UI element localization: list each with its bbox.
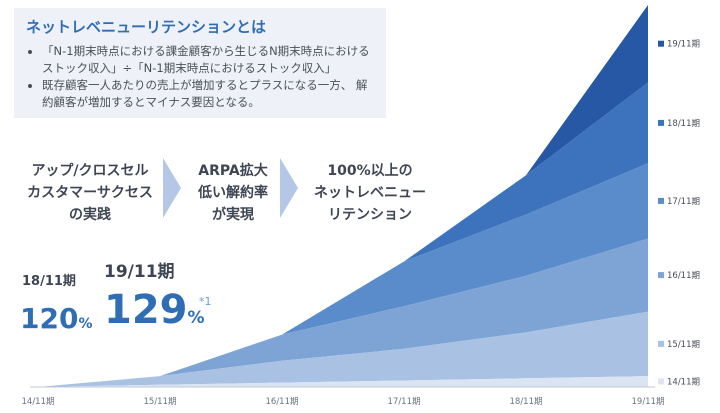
legend-label: 19/11期 xyxy=(667,40,700,50)
definition-box: ネットレベニューリテンションとは 「N-1期末時点における課金顧客から生じるN期… xyxy=(14,8,386,118)
definition-bullet: 「N-1期末時点における課金顧客から生じるN期末時点における ストック収入」÷「… xyxy=(42,43,374,77)
flow-arrow-icon xyxy=(163,158,181,218)
flow-step-2-line: が実現 xyxy=(212,207,254,223)
flow-arrow-icon xyxy=(280,158,298,218)
area-series-14/11期 xyxy=(38,376,648,387)
legend-swatch xyxy=(658,272,664,279)
flow-step-3-line: リテンション xyxy=(328,207,412,223)
flow-step-1-line: の実践 xyxy=(69,207,111,223)
curr-value-number: 129 xyxy=(104,287,188,333)
curr-fy-label: 19/11期 xyxy=(104,262,175,282)
x-tick-label: 14/11期 xyxy=(22,397,55,407)
legend-swatch xyxy=(658,197,664,204)
x-tick-labels: 14/11期 15/11期 16/11期 17/11期 18/11期 19/11期 xyxy=(22,397,665,407)
legend-label: 18/11期 xyxy=(667,119,700,129)
flow-step-3-line: 100%以上の xyxy=(327,163,413,179)
legend-label: 16/11期 xyxy=(667,271,700,281)
legend-item: 16/11期 xyxy=(658,271,700,281)
prev-fy-label: 18/11期 xyxy=(22,274,76,289)
legend-label: 15/11期 xyxy=(667,340,700,350)
x-tick-label: 16/11期 xyxy=(266,397,299,407)
legend-item: 17/11期 xyxy=(658,197,700,207)
prev-value-unit: % xyxy=(78,316,93,332)
prev-value: 120% xyxy=(20,302,92,335)
legend-label: 14/11期 xyxy=(667,378,700,388)
legend-label: 17/11期 xyxy=(667,197,700,207)
x-tick-label: 18/11期 xyxy=(510,397,543,407)
curr-value: 129% xyxy=(104,287,205,333)
x-tick-label: 15/11期 xyxy=(144,397,177,407)
legend: 14/11期 15/11期 16/11期 17/11期 18/11期 19/11期 xyxy=(658,40,700,388)
curr-value-unit: % xyxy=(187,308,205,328)
legend-swatch xyxy=(658,40,664,47)
flow-step-3-line: ネットレベニュー xyxy=(314,185,426,201)
prev-value-number: 120 xyxy=(20,302,79,335)
x-tick-label: 19/11期 xyxy=(632,397,665,407)
legend-item: 18/11期 xyxy=(658,119,700,129)
flow-step-2-line: 低い解約率 xyxy=(198,185,268,201)
area-series-15/11期 xyxy=(38,311,648,387)
flow-step-1-line: カスタマーサクセス xyxy=(27,185,153,201)
legend-swatch xyxy=(658,378,664,385)
footnote-marker: *1 xyxy=(199,295,212,308)
legend-swatch xyxy=(658,340,664,347)
flow-step-1: アップ/クロスセル カスタマーサクセス の実践 xyxy=(20,160,160,226)
flow-step-2-line: ARPA拡大 xyxy=(198,163,268,179)
flow-step-3: 100%以上の ネットレベニュー リテンション xyxy=(300,160,440,226)
definition-list: 「N-1期末時点における課金顧客から生じるN期末時点における ストック収入」÷「… xyxy=(26,43,374,111)
area-series-17/11期 xyxy=(38,163,648,387)
x-tick-label: 17/11期 xyxy=(388,397,421,407)
legend-swatch xyxy=(658,119,664,126)
flow-step-2: ARPA拡大 低い解約率 が実現 xyxy=(188,160,278,226)
legend-item: 19/11期 xyxy=(658,40,700,50)
flow-step-1-line: アップ/クロスセル xyxy=(31,163,149,179)
definition-bullet: 既存顧客一人あたりの売上が増加するとプラスになる一方、 解約顧客が増加するとマイ… xyxy=(42,77,374,111)
area-series-16/11期 xyxy=(38,238,648,387)
area-layers xyxy=(38,5,648,387)
legend-item: 14/11期 xyxy=(658,378,700,388)
definition-title: ネットレベニューリテンションとは xyxy=(26,18,267,36)
legend-item: 15/11期 xyxy=(658,340,700,350)
